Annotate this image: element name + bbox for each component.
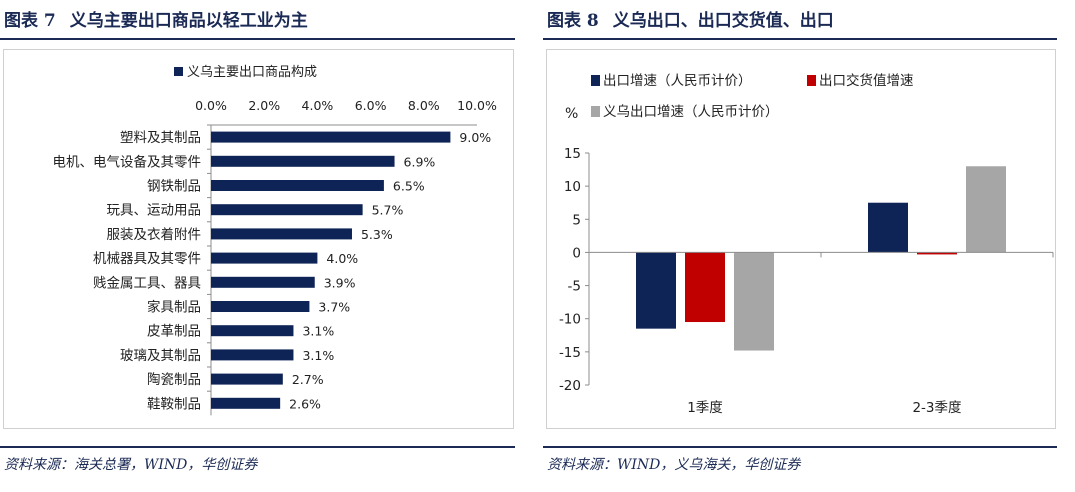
bar-value-label: 6.5%	[393, 179, 425, 194]
category-label: 塑料及其制品	[120, 130, 201, 146]
bar-value-label: 3.1%	[302, 324, 334, 339]
x-tick-label: 0.0%	[195, 98, 227, 113]
y-unit-label: %	[565, 106, 578, 122]
category-label: 皮革制品	[147, 324, 201, 340]
figure-7-chart-frame: 义乌主要出口商品构成 0.0% 2.0% 4.0% 6.0% 8.0% 10.0% 塑料及其制…	[3, 49, 514, 429]
category-label: 玻璃及其制品	[120, 347, 201, 364]
x-tick-label: 8.0%	[408, 98, 440, 113]
figure-8-label: 图表 8	[547, 11, 599, 31]
figure-7-panel: 图表 7 义乌主要出口商品以轻工业为主 义乌主要出口商品构成 0.0% 2.0% 4.0…	[0, 0, 520, 492]
x-tick-label: 10.0%	[457, 98, 497, 113]
y-tick-label: 5	[572, 212, 581, 228]
bar	[868, 202, 908, 253]
figure-8-title-text: 义乌出口、出口交货值、出口	[612, 11, 834, 31]
bar	[636, 252, 676, 329]
figure-8-bottom-rule	[543, 446, 1057, 448]
x-tick-label: 4.0%	[302, 98, 334, 113]
bar-value-label: 3.1%	[302, 348, 334, 363]
x-tick-label: 2.0%	[248, 98, 280, 113]
category-label: 陶瓷制品	[147, 372, 201, 388]
category-label: 鞋鞍制品	[147, 396, 201, 412]
category-label: 贱金属工具、器具	[93, 275, 201, 291]
bar	[211, 276, 315, 288]
bar	[211, 349, 294, 361]
bar	[211, 228, 352, 240]
legend-label: 义乌主要出口商品构成	[187, 64, 317, 80]
bar-value-label: 5.3%	[361, 227, 393, 242]
bar	[211, 325, 294, 337]
legend-swatch	[591, 75, 600, 86]
bar	[917, 252, 957, 255]
figure-7-top-rule	[0, 38, 515, 40]
bar	[211, 155, 395, 167]
category-label: 家具制品	[147, 299, 201, 316]
legend-label: 出口增速（人民币计价）	[603, 73, 752, 89]
category-label: 2-3季度	[912, 400, 961, 416]
figure-7-title: 图表 7 义乌主要出口商品以轻工业为主	[4, 6, 308, 31]
x-tick-label: 6.0%	[355, 98, 387, 113]
bar-value-label: 4.0%	[326, 251, 358, 266]
bar	[211, 204, 363, 216]
figure-8-title: 图表 8 义乌出口、出口交货值、出口	[547, 6, 834, 31]
legend-swatch	[174, 67, 183, 76]
figure-8-panel: 图表 8 义乌出口、出口交货值、出口 出口增速（人民币计价） 出口交货值增速义乌出口…	[543, 0, 1063, 492]
legend-swatch	[591, 106, 600, 117]
figure-8-top-rule	[543, 38, 1057, 40]
category-label: 机械器具及其零件	[93, 251, 201, 267]
bar-value-label: 2.6%	[289, 396, 321, 411]
y-tick-label: 0	[572, 245, 581, 261]
bar-value-label: 6.9%	[404, 154, 436, 169]
y-tick-label: 15	[564, 146, 581, 162]
legend-swatch	[807, 75, 816, 86]
bar-value-label: 5.7%	[372, 203, 404, 218]
bar	[211, 373, 283, 385]
category-label: 服装及衣着附件	[107, 226, 202, 243]
category-label: 玩具、运动用品	[107, 203, 202, 219]
bar	[211, 301, 310, 312]
bar	[685, 252, 725, 323]
bar-value-label: 2.7%	[292, 372, 324, 387]
category-label: 钢铁制品	[147, 179, 201, 195]
legend-label: 出口交货值增速	[819, 72, 914, 89]
figure-7-title-text: 义乌主要出口商品以轻工业为主	[69, 11, 308, 31]
bar	[966, 166, 1006, 253]
bar-value-label: 3.9%	[324, 275, 356, 290]
bar-value-label: 9.0%	[459, 130, 491, 145]
bar	[211, 252, 318, 264]
category-label: 电机、电气设备及其零件	[53, 153, 202, 170]
export-composition-chart: 义乌主要出口商品构成 0.0% 2.0% 4.0% 6.0% 8.0% 10.0% 塑料及其制…	[53, 64, 497, 416]
y-tick-label: 10	[564, 179, 581, 195]
legend-label: 义乌出口增速（人民币计价）	[603, 104, 779, 120]
bar-value-label: 3.7%	[318, 300, 350, 315]
y-tick-label: -15	[559, 345, 581, 361]
bar	[211, 180, 384, 191]
category-label: 1季度	[687, 400, 723, 416]
y-tick-label: -5	[568, 279, 581, 295]
figure-8-source: 资料来源：WIND，义乌海关，华创证券	[547, 457, 801, 473]
figure-8-chart-frame: 出口增速（人民币计价） 出口交货值增速义乌出口增速（人民币计价）% 15 10 5 0 -5…	[546, 49, 1056, 429]
figure-7-source: 资料来源：海关总署，WIND，华创证券	[4, 457, 258, 473]
y-tick-label: -10	[559, 312, 581, 328]
y-tick-label: -20	[559, 378, 581, 394]
figure-7-bottom-rule	[0, 446, 515, 448]
figure-7-label: 图表 7	[4, 11, 56, 31]
bar	[211, 131, 451, 143]
bar	[734, 252, 774, 351]
bar	[211, 397, 281, 409]
